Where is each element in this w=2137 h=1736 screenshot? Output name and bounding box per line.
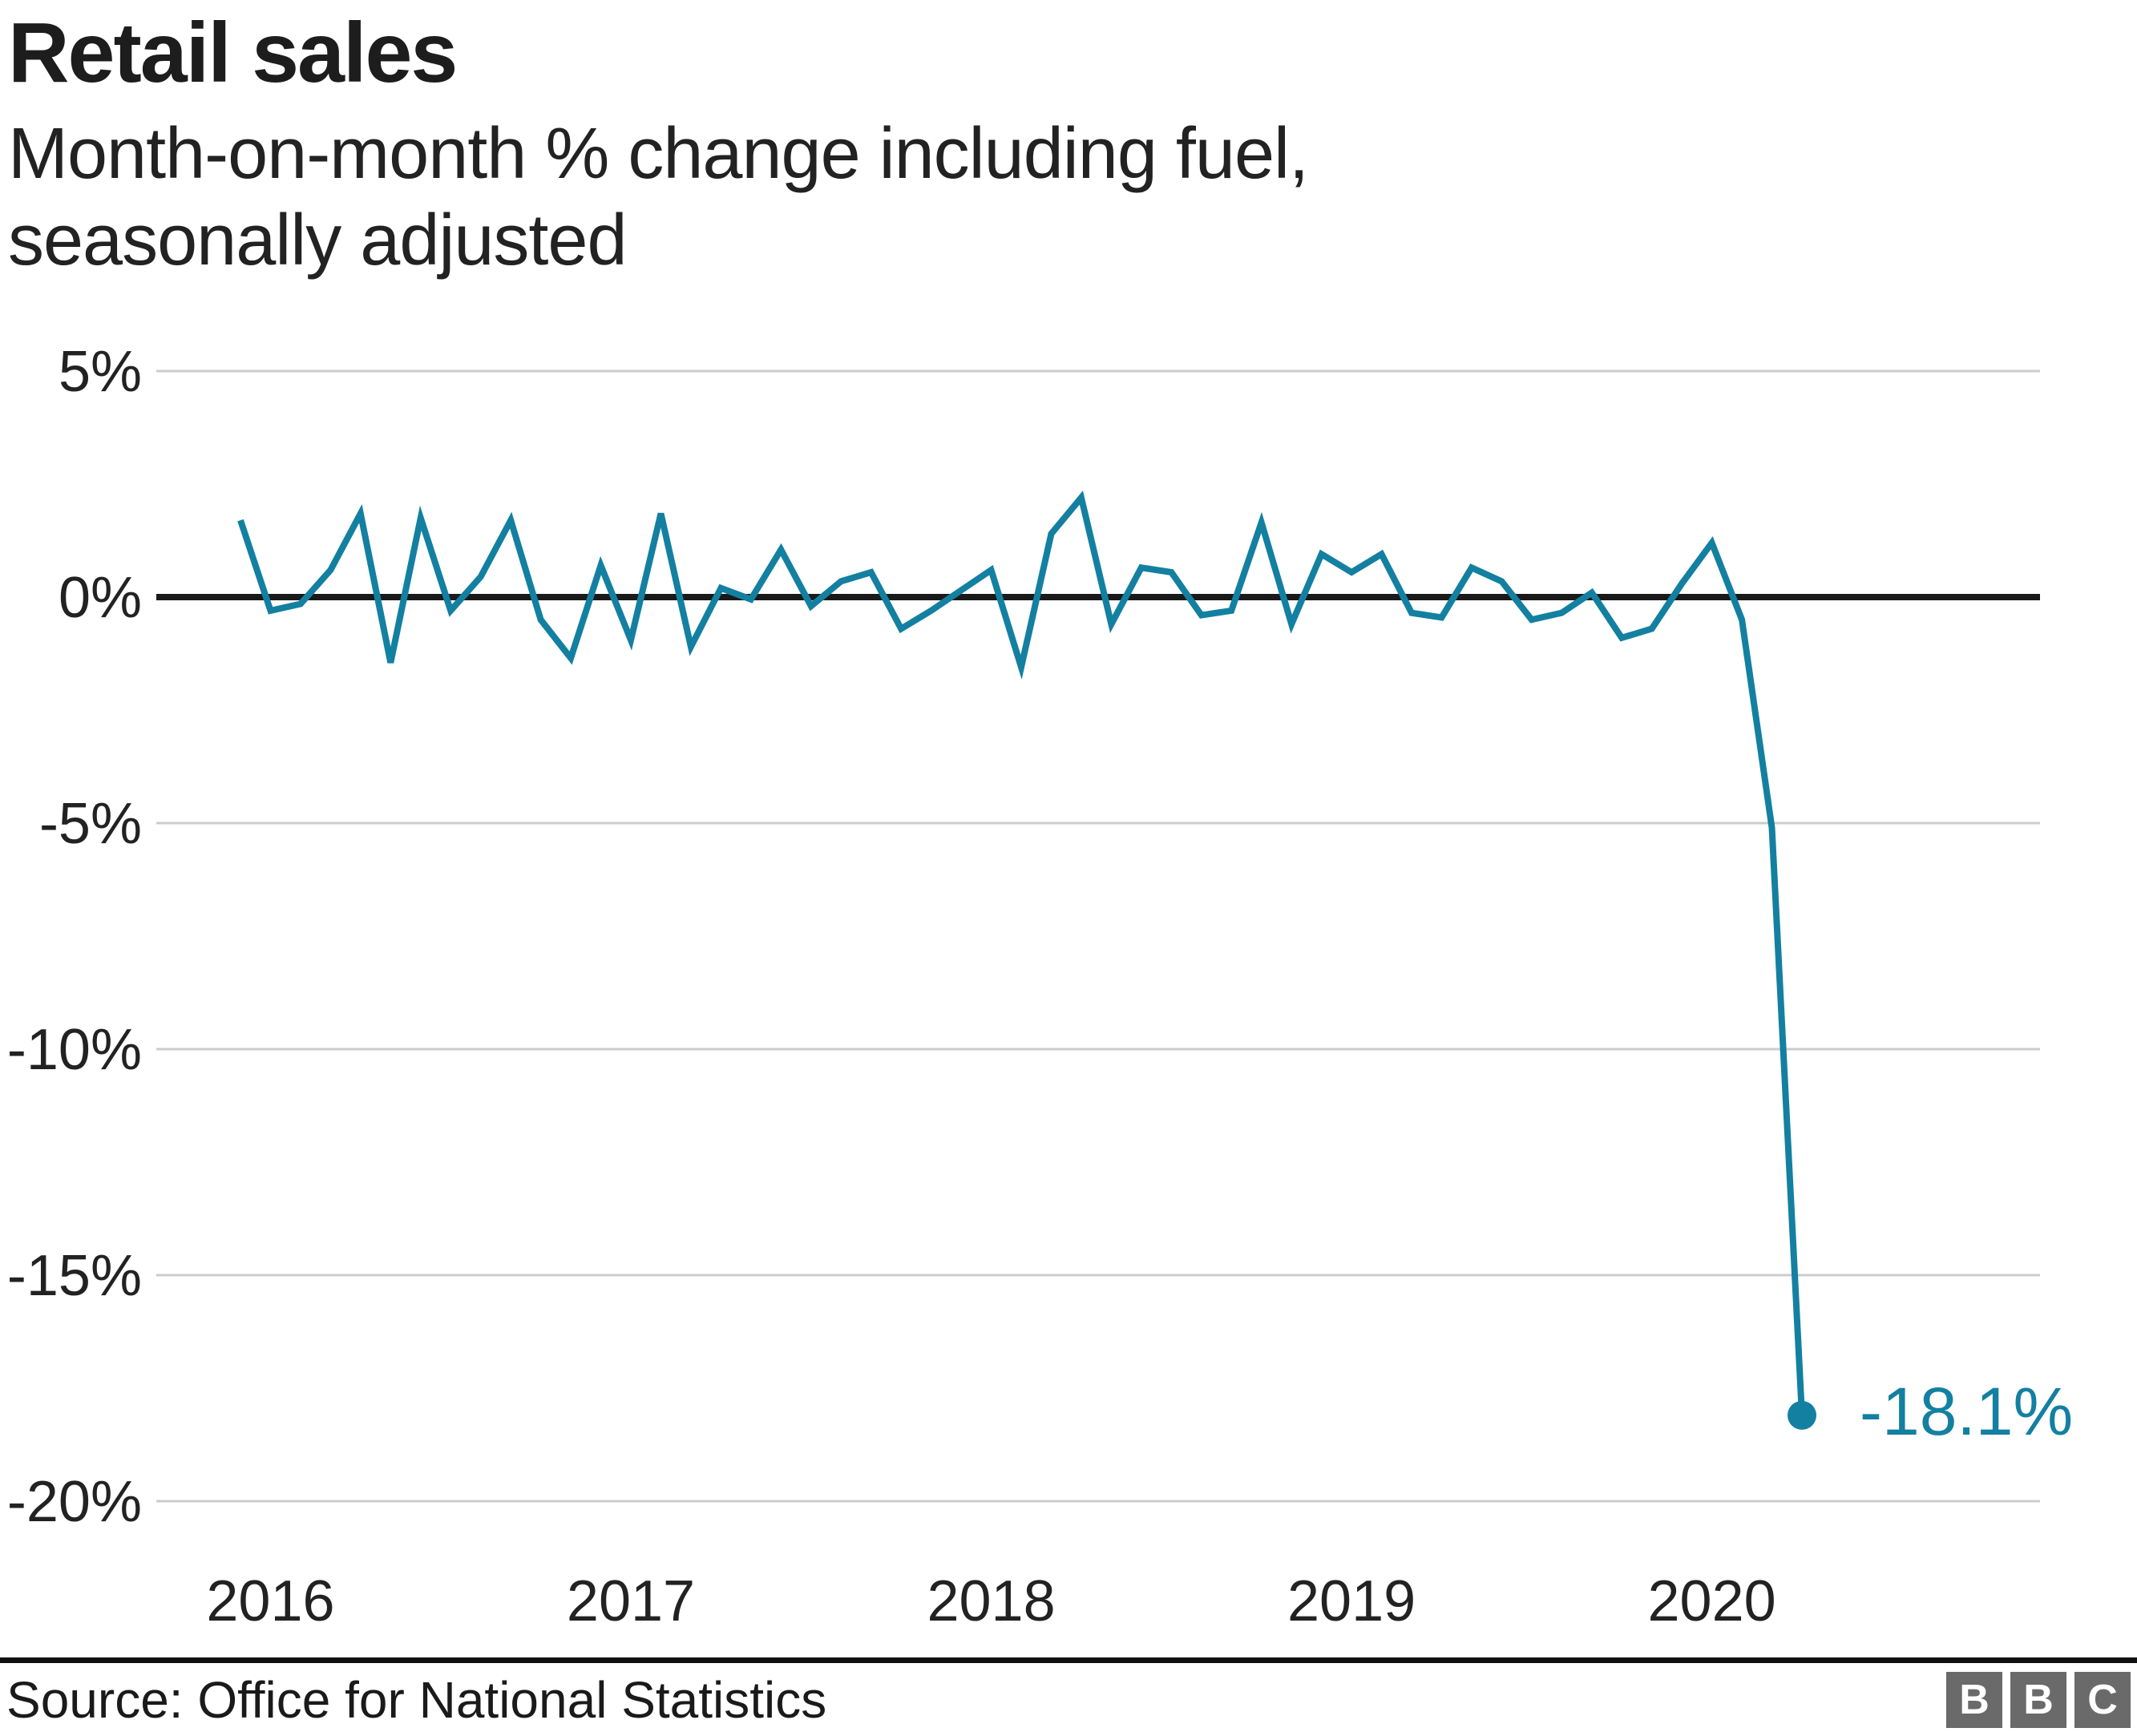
bbc-logo-block-b2: B [2010,1672,2066,1728]
y-axis-tick-label: -5% [39,792,142,856]
y-axis-tick-label: -15% [7,1244,142,1308]
y-axis-tick-label: -10% [7,1018,142,1082]
latest-value-dot [1788,1400,1816,1430]
retail-sales-data-line [237,491,1805,1416]
bbc-logo-block-b1: B [1946,1672,2002,1728]
y-axis-tick-label: 5% [59,340,142,404]
y-axis-tick-label: 0% [59,566,142,630]
x-axis-year-label: 2020 [1648,1569,1776,1633]
x-axis-year-label: 2018 [927,1569,1055,1633]
bbc-logo: B B C [1946,1672,2131,1728]
x-axis-year-label: 2017 [567,1569,695,1633]
chart-subtitle-line1: Month-on-month % change including fuel, [8,114,1309,194]
source-attribution: Source: Office for National Statistics [6,1671,827,1729]
chart-subtitle: Month-on-month % change including fuel, … [8,111,1309,284]
chart-subtitle-line2: seasonally adjusted [8,200,628,281]
footer-divider [0,1657,2137,1663]
y-axis-tick-label: -20% [7,1470,142,1534]
x-axis-year-label: 2019 [1287,1569,1416,1633]
latest-value-annotation: -18.1% [1860,1374,2073,1449]
bbc-logo-block-c: C [2074,1672,2131,1728]
x-axis-year-label: 2016 [206,1569,334,1633]
chart-title: Retail sales [8,6,458,100]
